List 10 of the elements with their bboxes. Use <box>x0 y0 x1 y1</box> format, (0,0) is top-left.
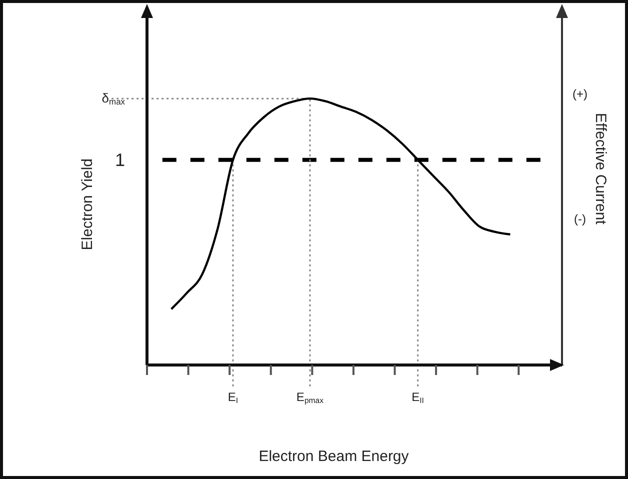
y2-axis-title: Effective Current <box>592 112 609 226</box>
x-tick-label: E$_{I}$ <box>228 390 238 406</box>
text: (+) <box>572 87 588 101</box>
x-tick-label: E$_{II}$ <box>412 390 424 406</box>
y-axis-title: Electron Yield <box>79 158 96 250</box>
text: (-) <box>574 212 586 226</box>
x-axis-title: Electron Beam Energy <box>258 448 410 465</box>
ref-line-label: δ$_{max}$ <box>102 90 126 107</box>
x-tick-label: E$_{pmax}$ <box>296 390 324 406</box>
ref-line-label: 1 <box>114 150 125 170</box>
